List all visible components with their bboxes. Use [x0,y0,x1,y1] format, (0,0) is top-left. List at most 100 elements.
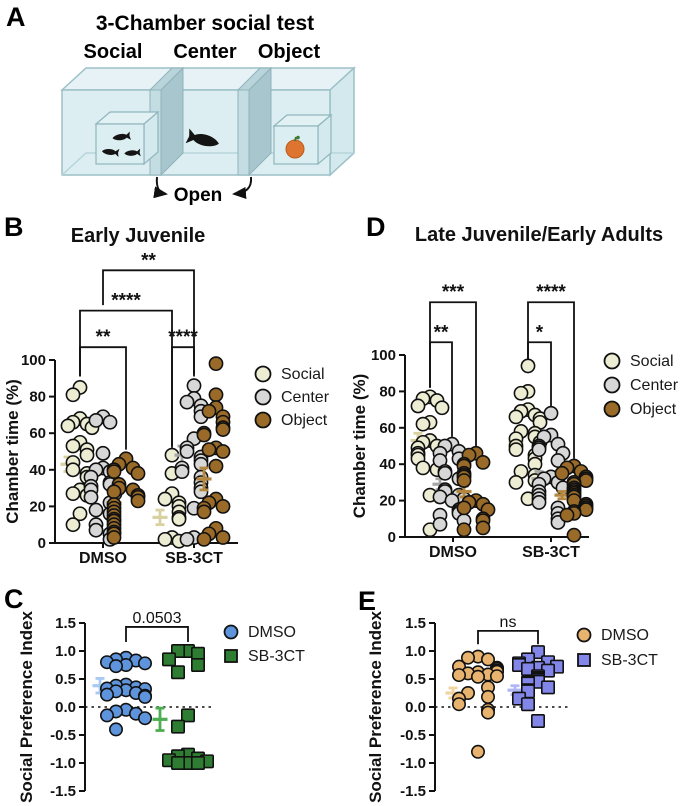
significance-label: ** [141,250,156,271]
data-point [481,652,496,667]
legend-label-Center: Center [630,377,679,394]
mean-sem-marker [196,466,212,492]
data-point [179,444,195,459]
data-point [201,403,217,419]
y-tick-label: 40 [379,456,396,473]
data-point [65,517,81,533]
data-point [208,458,224,474]
data-point [456,522,472,538]
panel-c-chart: -1.5 -1.0 -0.5 0.0 0.5 1.0 1.5 Social Preferenc… [17,610,305,803]
chart-title: Early Juvenile [71,225,206,247]
data-point [452,668,467,683]
significance-brackets: ******** **** [79,250,198,450]
panel-c-label: C [4,584,24,614]
y-axis: 0 20 40 60 80 100 [371,347,406,546]
data-point [410,398,426,414]
panel-d-label: D [366,212,386,242]
data-point [521,697,536,712]
panel-a-title: 3-Chamber social test [96,12,314,35]
y-axis-label: Social Preference Index [366,611,385,803]
significance-bracket [477,629,539,645]
data-point [531,714,546,729]
significance-label: **** [168,327,198,348]
mean-sem-marker [152,706,168,732]
panel-d-chart: Late Juvenile/Early Adults 0 20 40 60 80 100Ch… [350,224,679,561]
data-point [65,387,81,403]
data-point [578,502,594,518]
data-point [100,708,115,723]
data-points-DMSO-DMSO [452,649,505,759]
data-point [508,474,524,490]
data-point [162,652,177,667]
significance-bracket [527,341,552,406]
data-point [102,414,118,430]
significance-bracket [102,269,195,375]
legend-swatch-SB-3CT [224,649,238,663]
chart-title: Late Juvenile/Early Adults [415,224,663,246]
legend-label-DMSO: DMSO [601,627,649,644]
legend-swatch-DMSO [576,627,592,643]
y-tick-label: 0 [388,529,396,546]
data-point [106,464,122,480]
data-point [513,385,529,401]
data-point [72,506,88,522]
legend: DMSO SB-3CT [576,627,658,669]
data-points-DMSO-Object [456,445,496,538]
y-tick-label: 1.5 [405,615,426,632]
data-point [157,531,173,547]
data-point [196,531,212,547]
data-point [215,498,231,514]
data-point [138,656,153,671]
data-point [88,502,104,518]
y-axis-label: Chamber time (%) [350,374,369,519]
significance-brackets: 0.0503 [125,610,189,643]
legend-label-Social: Social [630,353,674,370]
data-point [415,416,431,432]
y-tick-label: 80 [379,383,396,400]
y-tick-label: 60 [379,420,396,437]
legend-swatch-Social [254,365,272,383]
data-point [437,465,453,481]
x-category-label: DMSO [79,550,127,567]
y-tick-label: 0.0 [55,699,76,716]
legend: Social Center Object [254,365,330,429]
significance-bracket [171,346,195,447]
significance-bracket [79,346,127,450]
data-point [191,658,206,673]
data-point [456,473,472,488]
open-door-arrows [153,176,253,199]
significance-brackets: ********** [429,282,575,459]
data-point [201,442,217,458]
x-axis: DMSO SB-3CT [55,542,238,567]
chamber-label-object: Object [258,41,321,63]
panel-a-diagram: 3-Chamber social test Social Center Obje… [60,12,356,206]
data-point [554,465,570,481]
legend-label-Center: Center [281,389,330,406]
data-point [174,464,190,480]
data-point [215,422,231,437]
legend: Social Center Object [603,352,679,418]
data-point [88,412,104,428]
y-tick-label: -1.5 [50,783,76,800]
x-category-label: SB-3CT [165,550,223,567]
y-tick-label: -0.5 [50,727,76,744]
data-point [100,687,115,702]
y-tick-label: -1.5 [400,783,426,800]
y-tick-label: 1.5 [55,615,76,632]
data-points-DMSO-Object [106,451,146,545]
y-axis: 0 20 40 60 80 100 [21,352,56,552]
legend-label-Object: Object [281,412,328,429]
social-stimulus-box [94,110,160,166]
data-point [208,356,224,372]
panel-a-label: A [6,2,26,32]
y-tick-label: -1.0 [50,755,76,772]
data-points-SB-3CT-Social [157,447,187,549]
data-point [95,445,111,461]
chamber-label-social: Social [84,41,143,63]
significance-label: 0.0503 [133,610,182,627]
data-point [130,466,146,481]
y-tick-label: 20 [29,498,46,515]
data-point [83,489,99,505]
legend-swatch-DMSO [223,624,239,640]
